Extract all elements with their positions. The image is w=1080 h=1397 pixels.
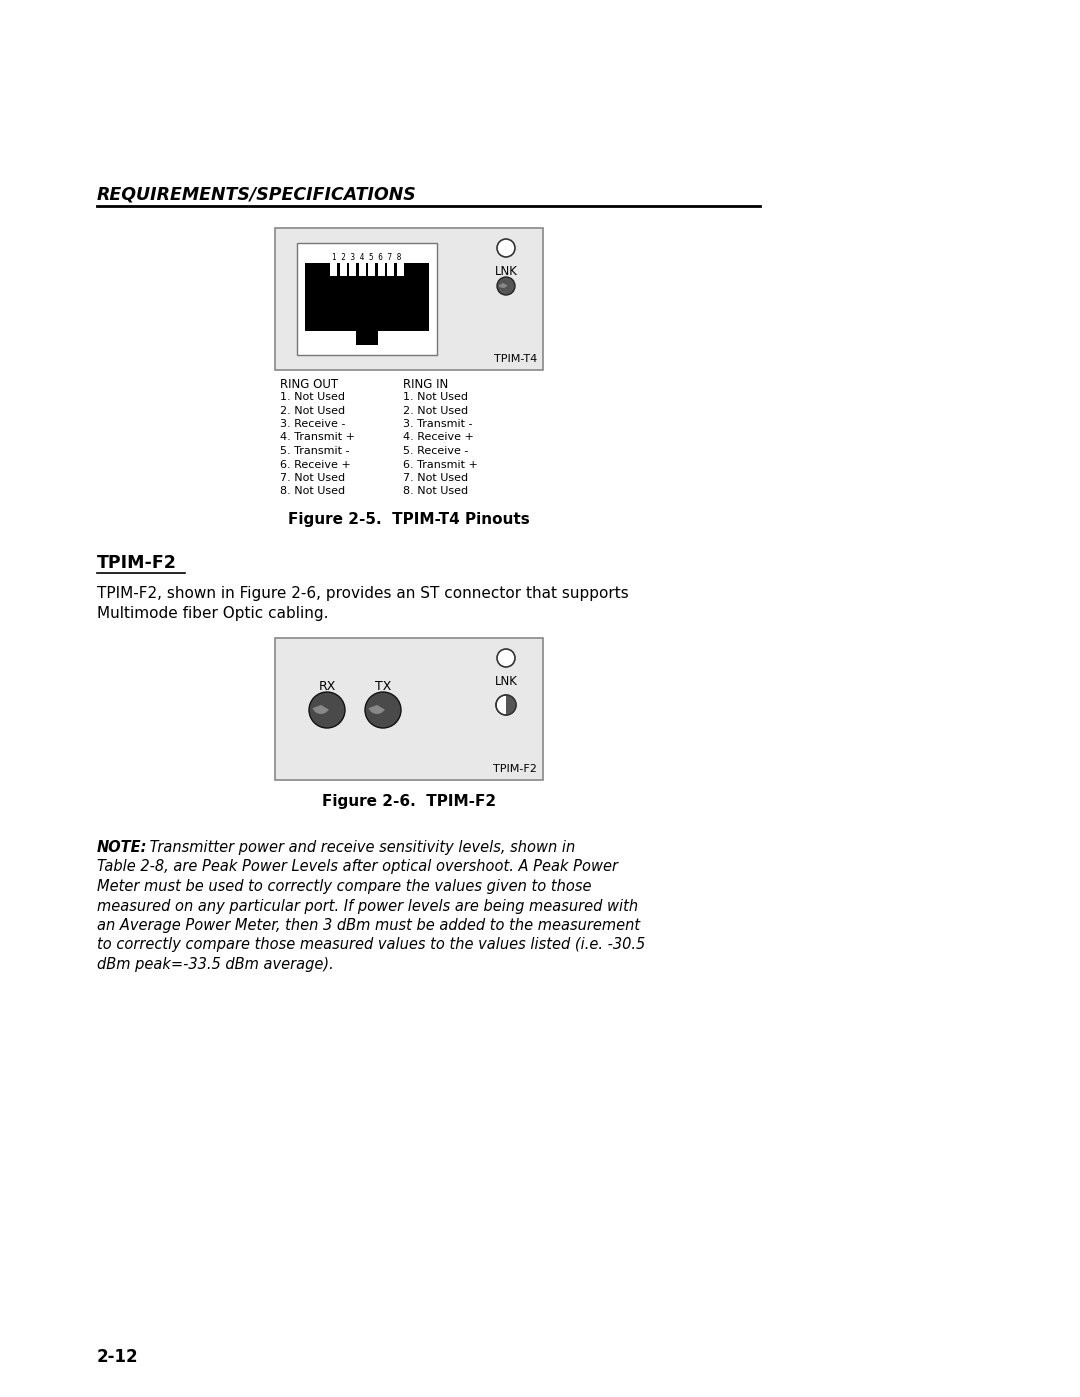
Text: Figure 2-5.  TPIM-T4 Pinouts: Figure 2-5. TPIM-T4 Pinouts	[288, 511, 530, 527]
Text: TPIM-F2: TPIM-F2	[97, 555, 177, 571]
Text: 1. Not Used: 1. Not Used	[403, 393, 468, 402]
Text: TX: TX	[375, 680, 391, 693]
Circle shape	[497, 650, 515, 666]
Wedge shape	[368, 705, 384, 714]
Bar	[305, 263, 429, 331]
Text: to correctly compare those measured values to the values listed (i.e. -30.5: to correctly compare those measured valu…	[97, 937, 645, 953]
Circle shape	[497, 277, 515, 295]
Text: 7. Not Used: 7. Not Used	[280, 474, 346, 483]
Text: 2. Not Used: 2. Not Used	[403, 405, 468, 415]
Text: dBm peak=-33.5 dBm average).: dBm peak=-33.5 dBm average).	[97, 957, 334, 972]
Text: Figure 2-6.  TPIM-F2: Figure 2-6. TPIM-F2	[322, 793, 496, 809]
Bar	[396, 263, 404, 277]
Text: Multimode fiber Optic cabling.: Multimode fiber Optic cabling.	[97, 606, 328, 622]
Text: 5. Transmit -: 5. Transmit -	[280, 446, 350, 455]
Text: 1 2 3 4 5 6 7 8: 1 2 3 4 5 6 7 8	[333, 253, 402, 263]
Bar	[356, 330, 378, 345]
Text: 6. Receive +: 6. Receive +	[280, 460, 351, 469]
Bar	[330, 263, 337, 277]
Text: 2-12: 2-12	[97, 1348, 138, 1366]
Circle shape	[496, 694, 516, 715]
Circle shape	[309, 692, 345, 728]
Text: 6. Transmit +: 6. Transmit +	[403, 460, 477, 469]
Bar	[340, 263, 347, 277]
Circle shape	[365, 692, 401, 728]
Text: an Average Power Meter, then 3 dBm must be added to the measurement: an Average Power Meter, then 3 dBm must …	[97, 918, 640, 933]
Text: 5. Receive -: 5. Receive -	[403, 446, 469, 455]
Text: 3. Transmit -: 3. Transmit -	[403, 419, 473, 429]
Text: Meter must be used to correctly compare the values given to those: Meter must be used to correctly compare …	[97, 879, 592, 894]
Text: 8. Not Used: 8. Not Used	[280, 486, 346, 496]
Circle shape	[497, 239, 515, 257]
Text: LNK: LNK	[495, 265, 517, 278]
Text: 8. Not Used: 8. Not Used	[403, 486, 468, 496]
Text: TPIM-F2: TPIM-F2	[494, 764, 537, 774]
Bar	[275, 638, 543, 780]
Wedge shape	[499, 284, 508, 288]
Text: RING OUT: RING OUT	[280, 379, 338, 391]
Text: 1. Not Used: 1. Not Used	[280, 393, 345, 402]
Text: RING IN: RING IN	[403, 379, 448, 391]
Bar	[275, 228, 543, 370]
Text: 7. Not Used: 7. Not Used	[403, 474, 468, 483]
Text: 4. Receive +: 4. Receive +	[403, 433, 474, 443]
Bar	[368, 263, 375, 277]
Text: Transmitter power and receive sensitivity levels, shown in: Transmitter power and receive sensitivit…	[145, 840, 576, 855]
Text: LNK: LNK	[495, 675, 517, 687]
Bar	[349, 263, 356, 277]
Text: 3. Receive -: 3. Receive -	[280, 419, 346, 429]
Text: measured on any particular port. If power levels are being measured with: measured on any particular port. If powe…	[97, 898, 638, 914]
Text: RX: RX	[319, 680, 336, 693]
Text: NOTE:: NOTE:	[97, 840, 148, 855]
Text: TPIM-F2, shown in Figure 2-6, provides an ST connector that supports: TPIM-F2, shown in Figure 2-6, provides a…	[97, 585, 629, 601]
Text: 4. Transmit +: 4. Transmit +	[280, 433, 355, 443]
Text: TPIM-T4: TPIM-T4	[494, 353, 537, 365]
Bar	[378, 263, 384, 277]
Text: 2. Not Used: 2. Not Used	[280, 405, 346, 415]
Bar	[297, 243, 437, 355]
Wedge shape	[507, 694, 516, 715]
Wedge shape	[312, 705, 328, 714]
Bar	[388, 263, 394, 277]
Text: REQUIREMENTS/SPECIFICATIONS: REQUIREMENTS/SPECIFICATIONS	[97, 184, 417, 203]
Bar	[359, 263, 366, 277]
Text: Table 2-8, are Peak Power Levels after optical overshoot. A Peak Power: Table 2-8, are Peak Power Levels after o…	[97, 859, 618, 875]
